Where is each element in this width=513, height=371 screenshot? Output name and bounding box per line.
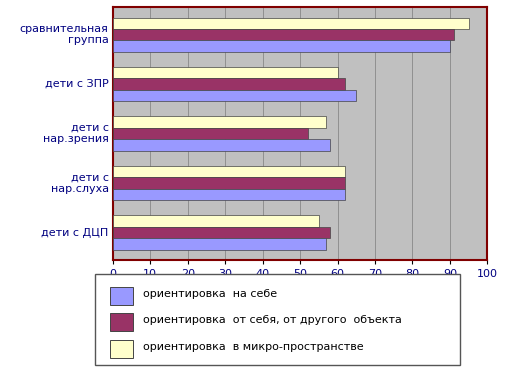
Bar bbox=[113, 78, 345, 90]
Bar bbox=[113, 67, 338, 78]
Bar bbox=[113, 40, 450, 52]
Bar bbox=[113, 238, 326, 250]
Bar bbox=[113, 166, 345, 177]
Bar bbox=[113, 116, 326, 128]
Bar bbox=[113, 216, 319, 227]
Text: ориентировка  на себе: ориентировка на себе bbox=[143, 289, 277, 299]
Bar bbox=[113, 227, 330, 238]
Bar bbox=[113, 177, 345, 189]
Bar bbox=[113, 189, 345, 200]
FancyBboxPatch shape bbox=[95, 274, 461, 365]
Bar bbox=[110, 287, 133, 305]
Bar bbox=[110, 313, 133, 331]
Bar bbox=[110, 340, 133, 358]
Bar bbox=[113, 139, 330, 151]
Bar bbox=[113, 90, 356, 101]
Text: ориентировка  от себя, от другого  объекта: ориентировка от себя, от другого объекта bbox=[143, 315, 402, 325]
Bar bbox=[113, 128, 308, 139]
Bar bbox=[113, 29, 453, 40]
Text: ориентировка  в микро-пространстве: ориентировка в микро-пространстве bbox=[143, 342, 364, 352]
Bar bbox=[113, 17, 469, 29]
